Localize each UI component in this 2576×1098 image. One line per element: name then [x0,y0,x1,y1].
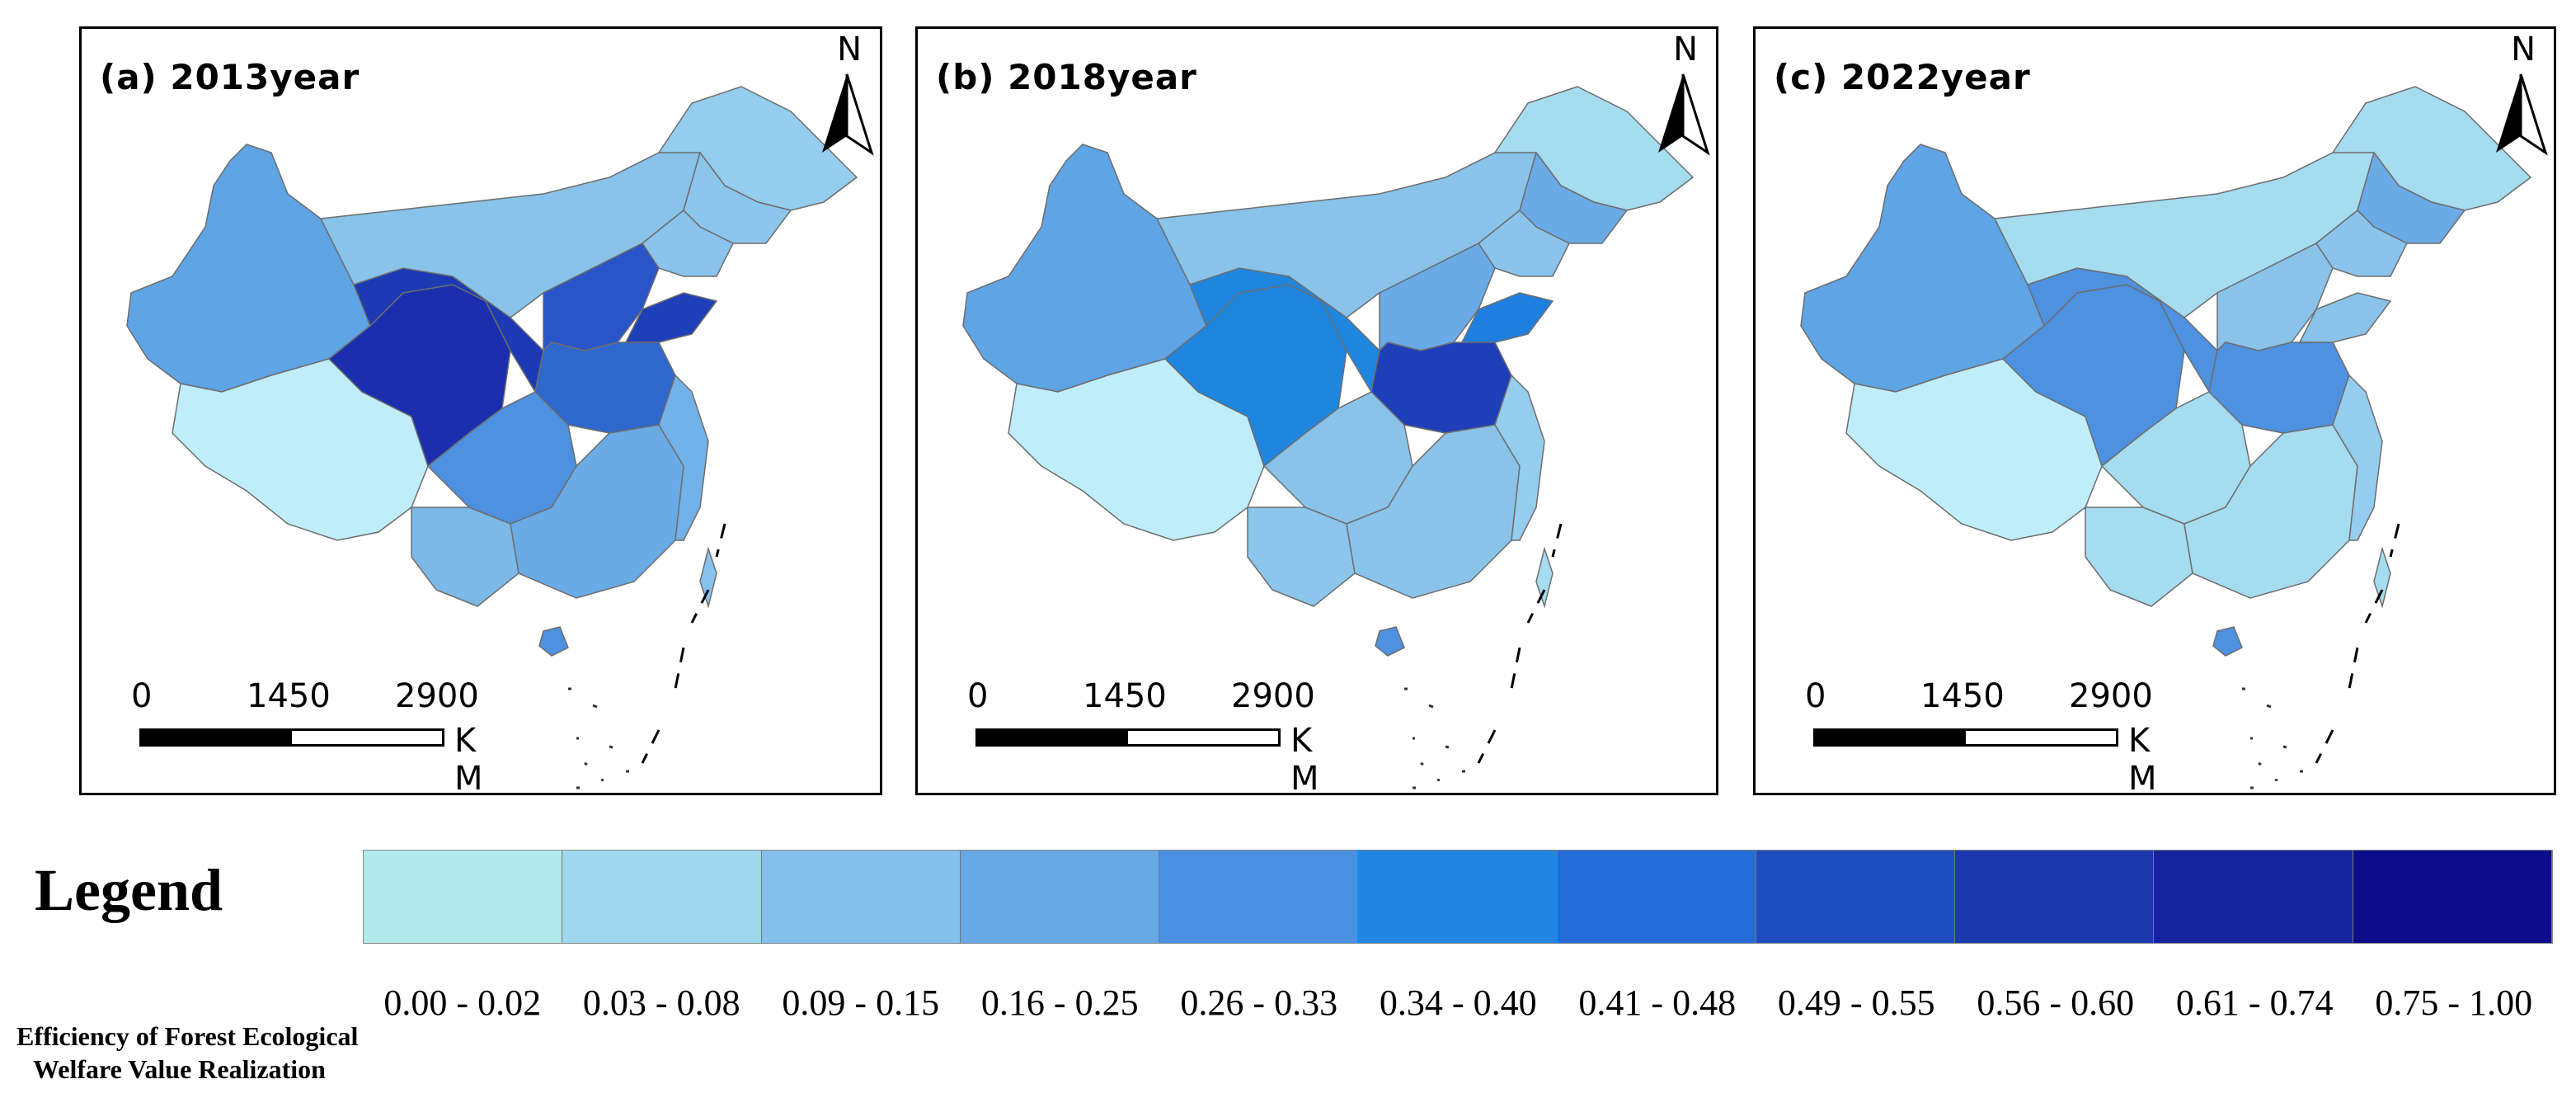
legend-class-label: 0.26 - 0.33 [1180,983,1338,1023]
region-hainan [1375,626,1405,657]
region-yunnan [411,507,519,607]
legend-caption: Efficiency of Forest Ecological Welfare … [16,1020,358,1086]
scale-unit: K M [2128,722,2157,798]
scale-tick-label: 0 [131,677,153,715]
scale-tick-label: 0 [1805,677,1826,715]
panel-title: (b) 2018year [936,57,1197,97]
china-choropleth-map [1800,86,2532,789]
legend-swatch [1557,851,1756,943]
region-taiwan [699,546,717,609]
legend-class-label: 0.56 - 0.60 [1977,983,2135,1023]
legend-class-label: 0.09 - 0.15 [782,983,940,1023]
caption-line-1: Efficiency of Forest Ecological [16,1021,359,1051]
scale-bar-graphic [975,728,1281,747]
legend-title: Legend [35,857,223,923]
legend-swatch [364,851,563,943]
region-liaoning [641,209,735,277]
legend-class-label: 0.61 - 0.74 [2175,983,2334,1023]
panel-title: (a) 2013year [100,57,360,97]
legend-swatch [960,851,1160,943]
legend-swatch [1756,851,1956,943]
region-hainan [538,626,569,657]
caption-line-2: Welfare Value Realization [33,1054,326,1084]
legend-color-ramp [363,850,2553,944]
south-sea-islands [1404,687,1465,789]
scale-tick-label: 0 [967,677,989,715]
legend-swatch [2353,851,2552,943]
region-yunnan [2085,507,2193,607]
legend-class-label: 0.41 - 0.48 [1578,983,1737,1023]
legend-swatch [562,851,762,943]
scale-bar: 0 1450 2900 K M [1805,677,2157,798]
north-label: N [2511,31,2536,68]
legend-class-label: 0.75 - 1.00 [2375,983,2533,1023]
north-arrow-icon [1658,73,1710,156]
north-arrow-icon [2496,73,2548,156]
map-panel-2018: (b) 2018year N 0 1450 2900 K M [915,26,1718,798]
scale-bar: 0 1450 2900 K M [967,677,1319,798]
map-panel-2013: (a) 2013year N 0 1450 2900 K M [79,26,882,798]
china-choropleth-map [126,86,858,789]
china-choropleth-map [962,86,1695,789]
legend-class-label: 0.16 - 0.25 [980,983,1139,1023]
scale-tick-label: 1450 [247,677,331,715]
region-liaoning [1477,209,1571,277]
north-label: N [837,31,862,68]
scale-unit: K M [454,722,483,798]
region-taiwan [1535,546,1554,609]
legend-swatch [761,851,961,943]
region-east-coast [658,374,709,541]
scale-tick-label: 1450 [1920,677,2005,715]
map-panel-2022: (c) 2022year N 0 1450 2900 K M [1753,26,2556,798]
scale-tick-label: 2900 [1231,677,1315,715]
region-east-coast [2332,374,2383,541]
panel-title: (c) 2022year [1774,57,2031,97]
scale-bar: 0 1450 2900 K M [131,677,483,798]
scale-bar-graphic [139,728,444,747]
legend-class-label: 0.34 - 0.40 [1379,983,1537,1023]
north-label: N [1673,31,1698,68]
legend-class-label: 0.03 - 0.08 [582,983,740,1023]
legend-class-label: 0.49 - 0.55 [1777,983,1935,1023]
region-liaoning [2315,209,2409,277]
scale-tick-label: 1450 [1083,677,1167,715]
legend-swatch [1159,851,1359,943]
legend-swatch [2154,851,2353,943]
region-east-coast [1494,374,1545,541]
region-yunnan [1247,507,1356,607]
legend-swatch [1358,851,1558,943]
north-arrow-icon [822,73,874,156]
scale-unit: K M [1290,722,1319,798]
legend-class-labels: 0.00 - 0.02 0.03 - 0.08 0.09 - 0.15 0.16 - … [363,982,2573,1024]
legend-swatch [1955,851,2155,943]
south-sea-islands [2242,687,2303,789]
region-hainan [2212,626,2243,657]
scale-tick-label: 2900 [2069,677,2153,715]
scale-bar-graphic [1813,728,2118,747]
legend-class-label: 0.00 - 0.02 [383,983,542,1023]
region-taiwan [2373,546,2391,609]
scale-tick-label: 2900 [395,677,479,715]
south-sea-islands [568,687,629,789]
